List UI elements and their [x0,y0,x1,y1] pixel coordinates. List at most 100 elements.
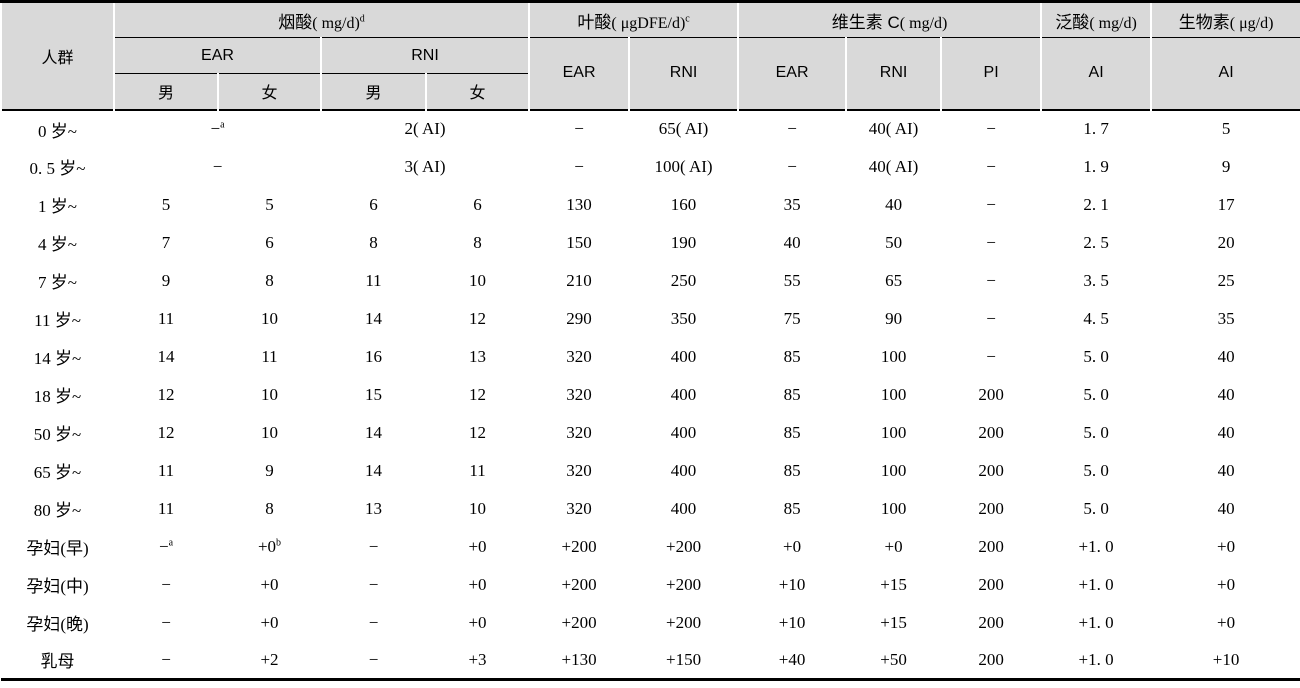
cell: 90 [885,308,903,328]
cell: − [986,232,996,252]
cell: 8 [473,232,482,252]
row-label: 孕妇(早) [26,539,89,558]
row-label: 0 岁~ [1,108,114,148]
cell: 10 [261,422,278,442]
cell: 200 [978,574,1004,594]
cell: 11 [365,270,382,290]
cell: +0 [1217,612,1236,632]
col-header-pantothenic-acid: 泛酸( mg/d) [1040,1,1153,38]
cell: +0 [260,612,279,632]
cell: 3( AI) [404,156,446,176]
col-header-folate: 叶酸( μgDFE/d)c [528,1,740,38]
col-header-biotin-ai: AI [1150,37,1300,110]
cell: +130 [561,649,597,669]
col-header-pantothenic-ai: AI [1040,37,1153,110]
cell: 160 [670,194,697,214]
cell: 12 [469,308,487,328]
cell: 3. 5 [1083,270,1109,290]
cell: +0 [468,574,487,594]
cell: 55 [783,270,801,290]
cell: 14 [365,422,382,442]
cell: 320 [566,422,592,442]
table-row: 乳母 − +2 − +3 +130 +150 +40 +50 200 +1. 0 +10 [1,642,1300,680]
cell: 320 [566,346,592,366]
cell: 1. 9 [1083,156,1109,176]
cell: 5. 0 [1083,460,1109,480]
cell: 400 [670,422,697,442]
cell: +0 [884,536,903,556]
cell: 40 [783,232,801,252]
footnote-marker: b [276,536,282,548]
cell: − [161,649,171,669]
cell: 12 [469,422,487,442]
group-unit: ( mg/d) [312,14,360,32]
cell: 20 [1217,232,1235,252]
cell: − [986,270,996,290]
cell: +15 [880,574,907,594]
cell: − [368,536,379,556]
cell: 9 [161,270,171,290]
cell: 400 [670,498,697,518]
cell: − [161,612,171,632]
cell: 8 [265,270,274,290]
cell: +1. 0 [1078,649,1114,669]
col-header-folate-rni: RNI [628,37,740,110]
cell: 40( AI) [846,108,942,148]
cell: 14 [365,460,382,480]
cell: 400 [670,384,697,404]
cell: 9 [1221,156,1231,176]
cell: 5. 0 [1083,384,1109,404]
col-header-folate-ear: EAR [528,37,631,110]
col-header-vitc-pi: PI [940,37,1043,110]
cell: 35 [1217,308,1235,328]
cell: 130 [566,194,592,214]
cell: 11 [261,346,278,366]
cell: 6 [265,232,274,252]
cell: 200 [978,649,1004,669]
table-row: 18 岁~ 12 10 15 12 320 400 85 100 200 5. 0 40 [1,376,1300,414]
cell: +200 [666,536,702,556]
cell: +0 [1217,536,1236,556]
cell: 50 [885,232,903,252]
cell: − [986,346,996,366]
cell: 16 [365,346,382,366]
cell: 12 [157,422,175,442]
cell: − [368,574,379,594]
row-label: 乳母 [40,652,75,672]
cell: +50 [880,649,907,669]
cell: +0 [783,536,802,556]
cell: 65 [885,270,903,290]
cell: 100 [880,498,907,518]
footnote-marker: a [220,119,225,131]
group-name: 维生素 C [831,12,900,32]
cell: − [986,156,996,176]
cell: +1. 0 [1078,536,1114,556]
cell: 10 [261,384,278,404]
cell: 9 [265,460,274,480]
row-label: 11 岁~ [34,311,81,330]
cell: 25 [1217,270,1235,290]
group-name: 泛酸 [1055,12,1090,32]
col-header-female: 女 [217,73,322,110]
cell: 40 [1217,422,1235,442]
cell: +0b [257,536,282,556]
cell: 40 [1217,346,1235,366]
cell: 14 [157,346,175,366]
cell: 40( AI) [868,156,919,176]
cell: 85 [783,346,801,366]
cell: −a [158,536,174,556]
cell: 35 [783,194,801,214]
cell: − [986,194,996,214]
cell: 10 [469,498,487,518]
cell: +15 [880,612,907,632]
table-body: 0 岁~ −a 2( AI) −65( AI) −40( AI) −1. 7 5 0. 5 岁… [1,108,1300,680]
cell: 85 [783,498,801,518]
cell: 290 [566,308,592,328]
cell: 11 [157,460,175,480]
cell: 8 [265,498,274,518]
cell: +0 [1217,574,1236,594]
col-header-niacin-ear: EAR [113,37,322,74]
cell: 6 [473,194,482,214]
col-header-population: 人群 [0,1,115,110]
